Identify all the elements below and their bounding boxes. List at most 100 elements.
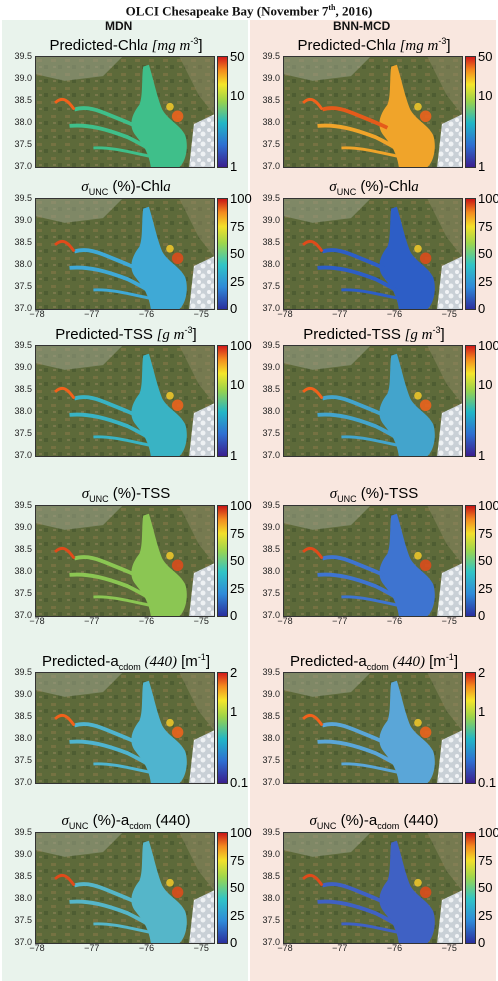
map-frame xyxy=(35,345,215,457)
title-part: Predicted-a xyxy=(289,653,367,670)
figure-title: OLCI Chesapeake Bay (November 7th, 2016) xyxy=(125,3,373,19)
title-part: -3 xyxy=(184,325,193,335)
satellite-map xyxy=(36,506,214,616)
y-tick-label: 38.0 xyxy=(14,893,32,903)
map-frame xyxy=(283,345,463,457)
title-part: (440) xyxy=(151,812,191,829)
colorbar-tick-label: 2 xyxy=(478,665,486,680)
mdn-column-header: MDN xyxy=(105,19,133,33)
title-part: [m xyxy=(176,653,198,670)
y-tick-label: 37.5 xyxy=(262,428,280,438)
x-tick-label: −78 xyxy=(29,616,45,626)
y-tick-label: 38.5 xyxy=(14,871,32,881)
mdn-unc-chla-panel: σUNC (%)-Chla 39.5 39.0 38.5 38.0 37.5 37.0 −78… xyxy=(4,178,251,319)
x-tick-label: −78 xyxy=(277,943,293,953)
map-frame xyxy=(283,198,463,310)
satellite-map xyxy=(36,833,214,943)
panel-title: Predicted-Chla [mg m-3] xyxy=(4,36,248,55)
x-tick-label: −78 xyxy=(29,943,45,953)
colorbar-tick-label: 50 xyxy=(230,880,245,895)
y-tick-label: 38.5 xyxy=(262,237,280,247)
colorbar-tick-label: 50 xyxy=(478,246,493,261)
map-frame xyxy=(35,198,215,310)
x-tick-label: −76 xyxy=(138,943,155,953)
satellite-map xyxy=(36,199,214,309)
colorbar-tick-label: 100 xyxy=(478,191,498,206)
colorbar-tick-label: 0 xyxy=(478,301,486,316)
y-tick-label: 39.0 xyxy=(262,215,280,225)
colorbar-tick-label: 100 xyxy=(478,825,498,840)
map-frame xyxy=(35,56,215,168)
bnn-column-header: BNN-MCD xyxy=(333,19,391,33)
colorbar xyxy=(217,56,228,168)
title-part: -3 xyxy=(190,36,199,46)
y-tick-label: 39.0 xyxy=(14,73,32,83)
title-part: [g m xyxy=(152,327,185,343)
title-part: UNC xyxy=(68,821,89,831)
y-tick-label: 38.5 xyxy=(262,384,280,394)
y-tick-label: 38.0 xyxy=(14,259,32,269)
y-tick-label: 39.0 xyxy=(14,215,32,225)
y-tick-label: 38.5 xyxy=(262,871,280,881)
y-tick-label: 39.0 xyxy=(14,522,32,532)
panel-title: σUNC (%)-acdom (440) xyxy=(4,812,248,831)
y-tick-label: 37.0 xyxy=(262,610,280,620)
satellite-map xyxy=(36,57,214,167)
colorbar-tick-label: 50 xyxy=(478,880,493,895)
x-tick-label: −77 xyxy=(332,943,348,953)
title-part: -3 xyxy=(432,325,441,335)
title-part: a xyxy=(163,179,171,195)
colorbar-tick-label: 100 xyxy=(478,338,498,353)
y-tick-label: 38.0 xyxy=(262,117,280,127)
title-part: (%)-TSS xyxy=(356,485,419,502)
title-part: ] xyxy=(192,326,197,343)
y-tick-label: 39.5 xyxy=(14,193,32,203)
mdn-unc-acdom-panel: σUNC (%)-acdom (440) 39.5 39.0 38.5 38.0 37.5… xyxy=(4,812,251,953)
colorbar-tick-label: 75 xyxy=(230,218,245,234)
title-part: ] xyxy=(205,653,210,670)
colorbar-tick-label: 0 xyxy=(230,935,238,950)
panel-title: Predicted-TSS [g m-3] xyxy=(4,325,248,344)
title-part: ] xyxy=(453,653,458,670)
y-tick-label: 37.0 xyxy=(262,777,280,787)
map-frame xyxy=(283,832,463,944)
title-part: [mg m xyxy=(395,38,439,54)
x-tick-label: −75 xyxy=(193,309,209,319)
map-frame xyxy=(35,832,215,944)
colorbar-tick-label: 10 xyxy=(230,87,245,103)
x-tick-label: −77 xyxy=(332,616,348,626)
colorbar-tick-label: 50 xyxy=(230,49,245,64)
y-tick-label: 39.5 xyxy=(262,500,280,510)
y-tick-label: 38.5 xyxy=(262,95,280,105)
title-part: UNC xyxy=(337,494,357,504)
title-part: a xyxy=(411,179,419,195)
y-tick-label: 37.0 xyxy=(262,161,280,171)
y-tick-label: 38.5 xyxy=(14,544,32,554)
colorbar-tick-label: 25 xyxy=(478,273,493,289)
title-part: a xyxy=(388,38,396,54)
y-tick-label: 38.5 xyxy=(14,711,32,721)
colorbar-tick-label: 0.1 xyxy=(230,775,249,790)
title-part: (%)-Chl xyxy=(108,178,164,195)
colorbar-tick-label: 1 xyxy=(478,448,486,463)
colorbar-tick-label: 100 xyxy=(478,498,498,513)
x-tick-label: −77 xyxy=(84,943,100,953)
title-part: Predicted-a xyxy=(41,653,119,670)
y-tick-label: 38.0 xyxy=(262,259,280,269)
title-part: Predicted-TSS xyxy=(303,326,401,343)
y-tick-label: 37.0 xyxy=(14,777,32,787)
y-tick-label: 39.0 xyxy=(14,362,32,372)
title-part: Predicted-Chl xyxy=(297,37,389,54)
x-tick-label: −77 xyxy=(84,309,100,319)
title-part: (%)-a xyxy=(336,812,378,829)
colorbar xyxy=(465,198,476,310)
title-part: ] xyxy=(440,326,445,343)
colorbar xyxy=(217,505,228,617)
title-part: cdom xyxy=(366,662,389,672)
y-tick-label: 38.5 xyxy=(14,237,32,247)
title-part: Predicted-TSS xyxy=(55,326,153,343)
y-tick-label: 38.0 xyxy=(14,406,32,416)
title-part: (440) xyxy=(399,812,439,829)
colorbar xyxy=(217,672,228,784)
x-tick-label: −76 xyxy=(138,616,155,626)
